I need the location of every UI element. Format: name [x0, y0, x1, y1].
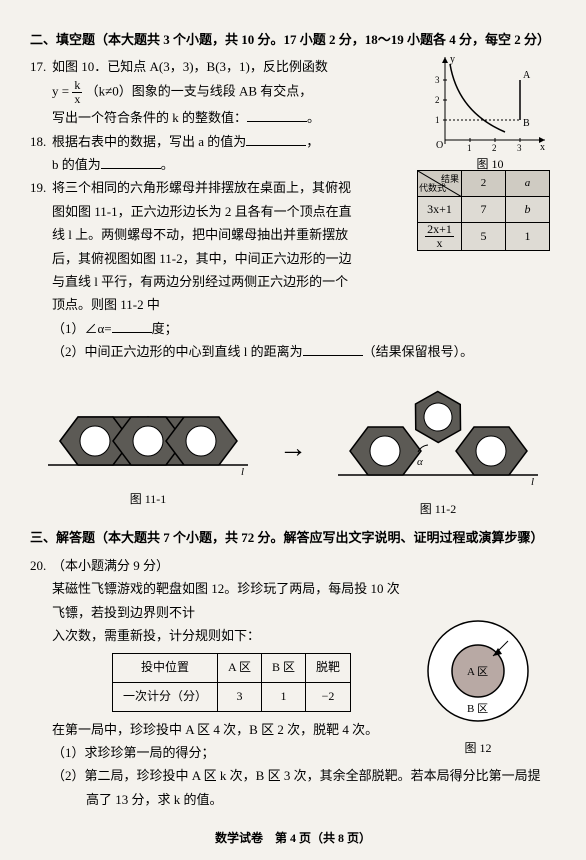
figure-10: O x y 1 2 3 1 2 3 A B 图 10 — [430, 52, 550, 176]
figure-11-row: l 图 11-1 → l — [30, 377, 556, 520]
svg-text:2: 2 — [435, 95, 440, 105]
svg-text:O: O — [436, 140, 443, 151]
svg-text:3: 3 — [435, 75, 440, 85]
q18-blank-a — [246, 133, 306, 146]
q18-number: 18. — [30, 130, 52, 153]
q20-body: （本小题满分 9 分） 某磁性飞镖游戏的靶盘如图 12。珍珍玩了两局，每局投 1… — [52, 554, 556, 624]
figure-12: A 区 B 区 图 12 — [418, 616, 538, 759]
q19-part2: （2）中间正六边形的中心到直线 l 的距离为（结果保留根号）。 — [52, 340, 556, 363]
svg-text:x: x — [540, 142, 545, 152]
section-2-title: 二、填空题（本大题共 3 个小题，共 10 分。17 小题 2 分，18～19 … — [30, 28, 556, 51]
figure-11-2: l α 图 11-2 — [333, 377, 543, 520]
q19-part1: （1）∠α=度； — [52, 317, 556, 340]
svg-text:l: l — [531, 476, 534, 487]
svg-text:1: 1 — [467, 143, 472, 152]
svg-text:y: y — [450, 54, 455, 65]
q19-blank-dist — [303, 343, 363, 356]
q20-part2b: 高了 13 分，求 k 的值。 — [52, 788, 556, 811]
figure-11-1: l 图 11-1 — [43, 387, 253, 510]
q17-blank — [247, 109, 307, 122]
q19-line5: 与直线 l 平行，有两边分别经过两侧正六边形的一个 — [52, 270, 556, 293]
page-footer: 数学试卷 第 4 页（共 8 页） — [0, 828, 586, 850]
section-3-title: 三、解答题（本大题共 7 个小题，共 72 分。解答应写出文字说明、证明过程或演… — [30, 526, 556, 549]
q19-blank-alpha — [112, 320, 152, 333]
q20-table: 投中位置 A 区 B 区 脱靶 一次计分（分） 3 1 −2 — [112, 653, 351, 711]
q20-part2: （2）第二局，珍珍投中 A 区 k 次，B 区 3 次，其余全部脱靶。若本局得分… — [52, 764, 556, 787]
arrow-icon: → — [279, 424, 307, 474]
q19-line6: 顶点。则图 11-2 中 — [52, 293, 556, 316]
svg-text:A 区: A 区 — [467, 666, 488, 678]
q20-number: 20. — [30, 554, 52, 577]
svg-text:α: α — [417, 456, 423, 468]
svg-text:1: 1 — [435, 115, 440, 125]
svg-text:B: B — [523, 118, 530, 129]
svg-text:3: 3 — [517, 143, 522, 152]
svg-text:B 区: B 区 — [467, 703, 488, 715]
q18-blank-b — [101, 156, 161, 169]
svg-text:l: l — [241, 466, 244, 477]
svg-text:2: 2 — [492, 143, 497, 152]
q17-number: 17. — [30, 55, 52, 78]
data-table: 结果 代数式 2 a 3x+1 7 b 2x+1x 5 1 — [417, 170, 550, 251]
q19-number: 19. — [30, 176, 52, 199]
svg-text:A: A — [523, 70, 531, 81]
figure-12-caption: 图 12 — [418, 738, 538, 760]
